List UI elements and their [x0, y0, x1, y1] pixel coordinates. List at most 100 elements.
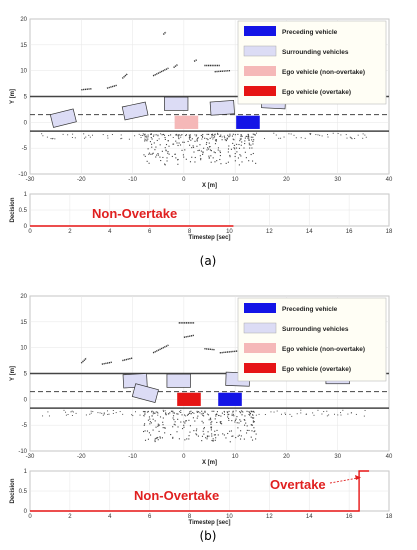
lidar-point [244, 419, 246, 421]
lidar-point [198, 149, 200, 151]
lidar-point [182, 154, 184, 156]
lidar-point [160, 159, 162, 162]
lidar-point [205, 143, 207, 145]
y-tick-label: 0 [24, 397, 28, 403]
lidar-point [141, 134, 143, 136]
lidar-point [250, 153, 252, 156]
lidar-point [146, 137, 148, 139]
lidar-point [83, 133, 85, 135]
lidar-point [193, 430, 195, 432]
lidar-point [173, 412, 176, 414]
lidar-point [197, 435, 199, 437]
lidar-point [241, 410, 243, 412]
lidar-point [196, 410, 198, 412]
lidar-point [227, 412, 229, 414]
lidar-point [167, 151, 169, 153]
lidar-point [253, 410, 255, 412]
lidar-point [188, 134, 190, 136]
x-tick-label: 30 [334, 177, 341, 183]
lidar-point [251, 160, 254, 162]
lidar-point [157, 135, 159, 137]
lidar-point [321, 135, 323, 137]
lidar-point [244, 140, 246, 142]
lidar-point [97, 412, 99, 414]
lidar-point [231, 420, 233, 422]
lidar-point [225, 162, 227, 164]
lidar-point [285, 413, 287, 415]
lidar-point [154, 438, 156, 440]
legend-swatch [243, 45, 277, 57]
lidar-segment [152, 344, 169, 354]
lidar-point [159, 156, 161, 158]
lidar-point [201, 138, 203, 140]
lidar-point [326, 415, 328, 417]
lidar-point [251, 424, 254, 426]
lidar-point [156, 139, 158, 142]
lidar-point [210, 155, 212, 157]
lidar-point [198, 411, 200, 413]
lidar-point [128, 138, 130, 140]
lidar-point [192, 146, 195, 148]
lidar-point [155, 411, 157, 413]
lidar-point [240, 155, 242, 157]
lidar-point [235, 437, 237, 439]
lidar-point [215, 415, 217, 417]
lidar-point [140, 134, 142, 136]
lidar-point [240, 144, 242, 146]
lidar-point [194, 134, 196, 136]
lidar-segment [80, 357, 87, 364]
lidar-segment [219, 350, 241, 354]
y-tick-label: 20 [20, 294, 27, 300]
lidar-point [184, 149, 186, 151]
lidar-point [273, 411, 275, 413]
lidar-point [219, 135, 221, 137]
lidar-point [138, 133, 140, 135]
x-tick-label: 20 [283, 454, 290, 460]
lidar-point [232, 138, 234, 140]
lidar-point [184, 439, 186, 441]
lidar-point [200, 413, 202, 415]
vehicle-surrounding [131, 383, 159, 404]
lidar-point [157, 152, 159, 155]
lidar-point [215, 140, 217, 142]
lidar-point [288, 133, 290, 135]
lidar-point [189, 134, 191, 136]
lidar-point [247, 136, 249, 138]
lidar-point [65, 414, 67, 416]
lidar-point [219, 155, 221, 157]
lidar-point [157, 436, 159, 439]
lidar-point [208, 155, 210, 157]
y-tick-label: 0.5 [19, 208, 28, 214]
lidar-point [196, 139, 198, 141]
lidar-point [212, 134, 214, 137]
lidar-point [181, 149, 183, 151]
x-tick-label: 4 [108, 514, 112, 520]
lidar-points [42, 322, 366, 443]
lidar-point [232, 142, 234, 144]
lidar-point [164, 164, 166, 166]
x-tick-label: 6 [148, 514, 152, 520]
x-tick-label: 0 [182, 177, 186, 183]
lidar-point [42, 135, 44, 137]
lidar-point [121, 137, 123, 139]
lidar-point [202, 152, 204, 154]
lidar-point [202, 153, 204, 155]
lidar-point [153, 134, 155, 136]
lidar-point [342, 409, 344, 411]
lidar-point [228, 419, 230, 421]
lidar-point [237, 435, 239, 437]
lidar-point [156, 154, 158, 156]
lidar-point [214, 161, 216, 163]
lidar-point [253, 411, 255, 413]
lidar-point [255, 433, 257, 435]
x-axis-label: X [m] [202, 460, 217, 466]
lidar-point [244, 415, 246, 417]
lidar-point [177, 158, 179, 161]
lidar-point [240, 134, 242, 136]
lidar-point [327, 134, 329, 136]
lidar-point [241, 135, 243, 137]
lidar-point [147, 138, 149, 140]
y-tick-label: 0 [24, 224, 28, 230]
lidar-point [195, 135, 197, 137]
vehicle-surrounding [121, 101, 149, 121]
